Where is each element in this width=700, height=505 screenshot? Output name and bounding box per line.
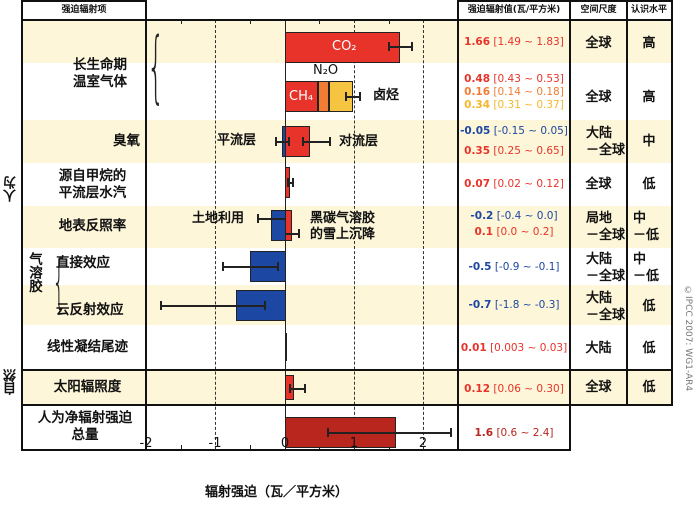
bar-bc-snow xyxy=(285,210,292,241)
row-band-albedo xyxy=(22,206,671,248)
label-total: 人为净辐射强迫 总量 xyxy=(37,410,133,443)
group-anthropogenic: 人为 xyxy=(4,176,19,202)
row-band-solar xyxy=(22,370,671,405)
frame xyxy=(458,0,671,2)
group-aerosol: 气溶胶 xyxy=(26,252,42,293)
xtick: 0 xyxy=(280,436,290,451)
frame xyxy=(22,0,146,2)
gridline-plus2 xyxy=(423,20,424,450)
label-albedo: 地表反照率 xyxy=(58,218,127,234)
copyright: ©IPCC 2007: WG1-AR4 xyxy=(683,286,693,392)
value-n2o: 0.16 [0.14 ~ 0.18] xyxy=(464,86,564,98)
frame xyxy=(22,404,673,406)
frame xyxy=(569,0,571,451)
level-direct: 中 －低 xyxy=(633,252,660,284)
spatial-ghg: 全球 xyxy=(585,90,612,105)
frame xyxy=(21,0,23,451)
gridline-minus1 xyxy=(215,20,216,450)
annot-stratospheric: 平流层 xyxy=(217,133,257,148)
value-co2: 1.66 [1.49 ~ 1.83] xyxy=(464,36,564,48)
brace-ghg: { xyxy=(147,22,165,112)
label-ozone: 臭氧 xyxy=(113,133,140,149)
level-solar: 低 xyxy=(642,380,656,395)
spatial-co2: 全球 xyxy=(585,36,612,51)
level-albedo: 中 －低 xyxy=(633,211,660,243)
frame xyxy=(145,0,147,451)
annot-tropospheric: 对流层 xyxy=(339,134,379,149)
annot-halocarbons: 卤烃 xyxy=(373,88,400,103)
spatial-cloud: 大陆 －全球 xyxy=(586,291,626,323)
frame xyxy=(626,0,628,406)
label-cloud: 云反射效应 xyxy=(56,302,124,318)
spatial-solar: 全球 xyxy=(585,380,612,395)
annot-co2: CO₂ xyxy=(332,39,357,54)
group-natural: 自然 xyxy=(4,369,19,395)
spatial-direct: 大陆 －全球 xyxy=(586,252,626,284)
value-halocarbons: 0.34 [0.31 ~ 0.37] xyxy=(464,99,564,111)
xtick: 1 xyxy=(349,436,359,451)
xtick: -1 xyxy=(208,436,222,451)
level-contrails: 低 xyxy=(642,341,656,356)
frame xyxy=(671,0,673,406)
label-strat-water: 源自甲烷的 平流层水汽 xyxy=(58,168,127,201)
frame xyxy=(22,449,570,451)
xtick: -2 xyxy=(139,436,153,451)
spatial-strat-water: 全球 xyxy=(585,177,612,192)
spatial-albedo: 局地 －全球 xyxy=(586,211,626,243)
brace-aerosol: { xyxy=(52,247,66,317)
annot-ch4: CH₄ xyxy=(289,89,314,104)
value-aerosol-direct: -0.5 [-0.9 ~ -0.1] xyxy=(468,261,560,273)
spatial-ozone: 大陆 －全球 xyxy=(586,126,626,158)
spatial-contrails: 大陆 xyxy=(585,341,612,356)
header-component: 强迫辐射项 xyxy=(61,5,107,15)
frame xyxy=(22,369,673,371)
frame xyxy=(22,19,673,21)
value-landuse: -0.2 [-0.4 ~ 0.0] xyxy=(470,210,558,222)
row-band-ozone xyxy=(22,120,671,163)
xtick: 2 xyxy=(418,436,428,451)
label-direct: 直接效应 xyxy=(56,255,110,271)
bar-landuse xyxy=(271,210,286,241)
annot-n2o: N₂O xyxy=(313,63,339,78)
value-ozone-strat: -0.05 [-0.15 ~ 0.05] xyxy=(460,125,568,137)
x-axis-title: 辐射强迫（瓦／平方米） xyxy=(205,485,349,500)
value-ch4: 0.48 [0.43 ~ 0.53] xyxy=(464,73,564,85)
value-solar: 0.12 [0.06 ~ 0.30] xyxy=(464,383,564,395)
level-co2: 高 xyxy=(642,36,656,51)
value-total: 1.6 [0.6 ~ 2.4] xyxy=(474,427,554,439)
level-cloud: 低 xyxy=(642,299,656,314)
label-ghg: 长生命期 温室气体 xyxy=(73,57,127,90)
frame xyxy=(457,0,459,451)
gridline-plus1 xyxy=(354,20,355,450)
level-ozone: 中 xyxy=(642,134,656,149)
value-bc-snow: 0.1 [0.0 ~ 0.2] xyxy=(474,226,554,238)
label-contrails: 线性凝结尾迹 xyxy=(47,339,128,355)
bar-n2o xyxy=(318,81,329,112)
header-level: 认识水平 xyxy=(630,5,667,15)
value-contrails: 0.01 [0.003 ~ 0.03] xyxy=(460,342,568,354)
header-spatial: 空间尺度 xyxy=(580,5,617,15)
label-solar: 太阳辐照度 xyxy=(53,379,122,395)
value-strat-water: 0.07 [0.02 ~ 0.12] xyxy=(464,178,564,190)
annot-bc-snow: 黑碳气溶胶 的雪上沉降 xyxy=(310,211,376,242)
value-aerosol-cloud: -0.7 [-1.8 ~ -0.3] xyxy=(468,299,560,311)
bar-contrails xyxy=(285,333,287,361)
level-ghg: 高 xyxy=(642,90,656,105)
annot-landuse: 土地利用 xyxy=(192,211,245,226)
header-value: 强迫辐射值(瓦/平方米) xyxy=(467,5,561,15)
value-ozone-trop: 0.35 [0.25 ~ 0.65] xyxy=(464,145,564,157)
bar-co2 xyxy=(285,32,400,63)
bar-ch4 xyxy=(285,81,318,112)
row-band-cloud xyxy=(22,285,671,325)
level-strat-water: 低 xyxy=(642,177,656,192)
